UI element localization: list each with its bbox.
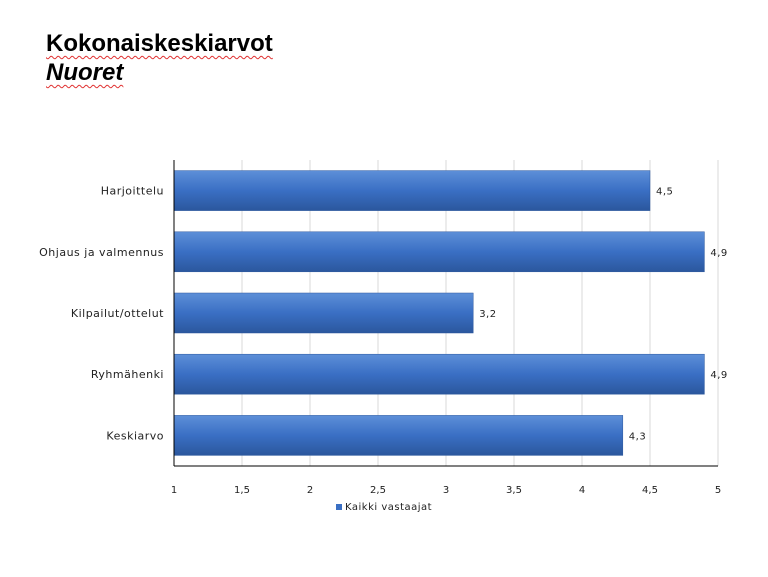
x-tick-label: 1 [171,485,177,496]
chart-subtitle: Nuoret [46,59,124,86]
legend: Kaikki vastaajat [336,502,432,513]
x-tick-label: 2,5 [370,485,386,496]
category-label: Kilpailut/ottelut [71,307,164,320]
bar [173,231,705,273]
bar [173,292,474,334]
category-label: Ryhmähenki [91,368,164,381]
category-label: Harjoittelu [101,185,164,198]
x-tick-label: 3,5 [506,485,522,496]
category-label: Ohjaus ja valmennus [39,246,164,259]
chart-title: Kokonaiskeskiarvot [46,30,273,57]
legend-swatch [336,504,342,510]
axes [173,160,718,467]
x-tick-label: 4,5 [642,485,658,496]
x-tick-label: 2 [307,485,313,496]
data-label: 4,5 [656,187,673,198]
category-label: Keskiarvo [106,429,164,442]
data-label: 4,9 [710,370,727,381]
bar [173,170,651,211]
bars [173,170,705,456]
data-label: 4,3 [629,431,646,442]
labels: 1 1,5 2 2,5 3 3,5 4 4,5 5 Harjoittelu 4,5 Ohjaus ja… [39,185,727,496]
bar [173,353,705,395]
x-tick-label: 5 [715,485,721,496]
x-tick-label: 1,5 [234,485,250,496]
title-block: Kokonaiskeskiarvot Nuoret [46,30,273,88]
data-label: 3,2 [479,309,496,320]
x-tick-label: 3 [443,485,449,496]
bar [173,415,624,456]
data-label: 4,9 [710,248,727,259]
legend-label: Kaikki vastaajat [345,502,432,513]
x-tick-label: 4 [579,485,585,496]
